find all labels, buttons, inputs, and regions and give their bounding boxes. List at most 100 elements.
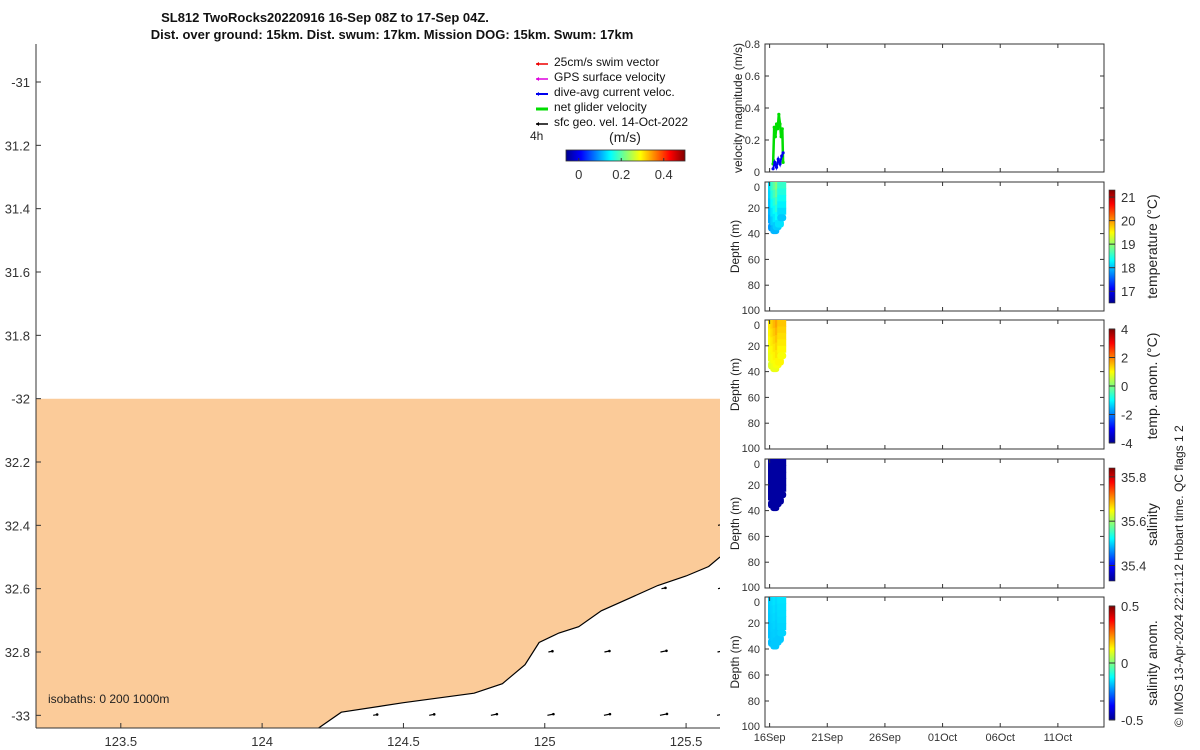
profile-cell: [777, 471, 787, 479]
time-x-tick-label: 06Oct: [986, 732, 1015, 744]
colorbar-tick-label: 20: [1121, 214, 1135, 229]
colorbar-salinity: [1108, 467, 1116, 582]
current-vector: [716, 714, 720, 716]
colorbar-tick-label: 4: [1121, 322, 1128, 337]
depth-y-tick-label: 20: [748, 341, 760, 353]
profile-cell: [774, 634, 784, 643]
speed-colorbar-tick-label: 0.4: [655, 167, 673, 182]
depth-y-tick-label: 80: [748, 696, 760, 708]
legend-arrowhead-gps: [536, 77, 539, 81]
profile-cell: [777, 201, 787, 209]
depth-y-tick-label: 20: [748, 480, 760, 492]
panel-frame-velocity: [764, 43, 1105, 173]
map-y-tick-label: 32.4: [5, 518, 30, 533]
title-line-1: SL812 TwoRocks20220916 16-Sep 08Z to 17-…: [161, 10, 489, 25]
profile-cell: [777, 616, 787, 624]
map-x-tick-label: 123.5: [105, 734, 138, 749]
velocity-y-tick-label: 0: [754, 167, 760, 179]
velocity-point: [780, 154, 784, 158]
coastline: [318, 556, 720, 728]
legend-entry-net: net glider velocity: [536, 100, 647, 114]
current-vector-head: [552, 712, 555, 716]
speed-colorbar-ticks: 0 0.2 0.4: [575, 158, 673, 182]
depth-y-tick-label: 100: [742, 721, 760, 733]
colorbar-label-temp-anom: temp. anom. (°C): [1144, 333, 1160, 440]
legend-arrowhead-geo: [536, 122, 539, 126]
profile-cell: [777, 188, 787, 196]
land-polygon: [36, 398, 720, 728]
profile-cell: [777, 182, 787, 189]
profile-cell: [774, 219, 784, 228]
colorbar-tick-label: 0: [1121, 656, 1128, 671]
map-y-tick-label: 32.8: [5, 645, 30, 660]
time-x-tick-label: 11Oct: [1044, 732, 1073, 744]
depth-y-tick-label: 40: [748, 367, 760, 379]
time-x-tick-label: 01Oct: [928, 732, 957, 744]
time-step-label: 4h: [530, 129, 543, 143]
current-vector-head: [721, 523, 724, 526]
velocity-point: [780, 127, 784, 131]
velocity-point: [774, 165, 779, 169]
profile-cell: [777, 214, 787, 222]
legend-entry-dive: dive-avg current veloc.: [536, 85, 675, 99]
velocity-point: [778, 162, 782, 166]
time-x-tick-label: 16Sep: [754, 732, 786, 744]
colorbar-label-temperature: temperature (°C): [1144, 194, 1160, 298]
velocity-point: [777, 112, 781, 116]
map-x-tick-label: 125.5: [670, 734, 703, 749]
legend-label-gps: GPS surface velocity: [554, 70, 665, 84]
current-vector: [717, 650, 720, 653]
legend-entry-gps: GPS surface velocity: [536, 70, 665, 84]
map-y-tick-label: 32.6: [5, 582, 30, 597]
depth-y-label: Depth (m): [728, 358, 742, 411]
velocity-y-tick-label: 0.4: [745, 103, 760, 115]
legend-label-dive: dive-avg current veloc.: [554, 85, 675, 99]
depth-y-label: Depth (m): [728, 220, 742, 273]
colorbar-tick-label: 18: [1121, 261, 1135, 276]
depth-y-tick-label: 60: [748, 670, 760, 682]
panel-frame-salinity: [764, 458, 1105, 589]
map-y-tick-label: -31: [11, 75, 30, 90]
legend-label-net: net glider velocity: [554, 100, 647, 114]
legend-arrowhead-dive: [536, 92, 539, 96]
velocity-point: [776, 157, 780, 161]
profile-cell: [777, 597, 787, 604]
current-vector-head: [608, 649, 611, 653]
colorbar-tick-label: 35.4: [1121, 558, 1146, 573]
profile-cell: [777, 484, 787, 492]
legend-label-geo: sfc geo. vel. 14-Oct-2022: [554, 115, 688, 129]
map-legend: 25cm/s swim vector GPS surface velocity …: [530, 55, 688, 143]
current-vector-head: [721, 587, 724, 590]
colorbar-tick-label: -2: [1121, 408, 1133, 423]
map-y-tick-label: 31.6: [5, 265, 30, 280]
colorbar-tick-label: 21: [1121, 190, 1135, 205]
colorbar-tick-label: 35.6: [1121, 514, 1146, 529]
profile-cell: [777, 207, 787, 215]
depth-y-tick-label: 60: [748, 392, 760, 404]
depth-y-tick-label: 80: [748, 418, 760, 430]
colorbar-tick-label: -0.5: [1121, 713, 1143, 728]
map-y-tick-label: 31.4: [5, 202, 30, 217]
depth-y-tick-label: 40: [748, 229, 760, 241]
colorbar-tick-label: 0.5: [1121, 599, 1139, 614]
map-x-tick-label: 125: [534, 734, 556, 749]
speed-colorbar-tick-label: 0: [575, 167, 582, 182]
current-vector: [717, 587, 720, 590]
depth-y-tick-label: 20: [748, 618, 760, 630]
depth-y-tick-label: 100: [742, 443, 760, 455]
profile-cell: [777, 629, 787, 637]
profile-cell: [777, 326, 787, 334]
depth-y-label: Depth (m): [728, 497, 742, 550]
depth-y-tick-label: 60: [748, 531, 760, 543]
depth-y-tick-label: 60: [748, 254, 760, 266]
current-vector-head: [665, 712, 669, 716]
speed-colorbar: (m/s) 0 0.2 0.4: [565, 129, 686, 182]
colorbar-tick-label: 19: [1121, 237, 1135, 252]
profile-cell: [774, 496, 784, 505]
current-vector-head: [432, 713, 436, 716]
legend-arrowhead-swim: [536, 62, 539, 66]
